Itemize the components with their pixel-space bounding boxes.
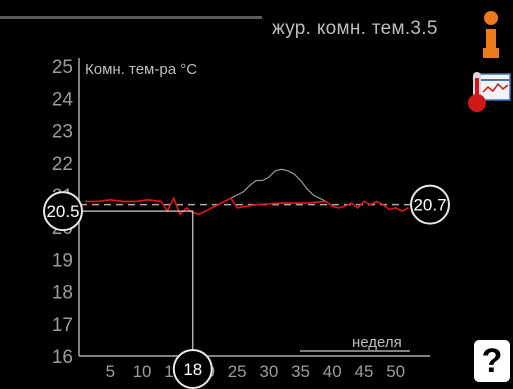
history-line <box>230 168 327 202</box>
measured-line <box>85 196 409 216</box>
cursor-value-marker: 20.5 <box>43 191 83 232</box>
thermometer-chart-icon[interactable] <box>466 70 512 114</box>
svg-text:20.7: 20.7 <box>413 196 446 215</box>
x-axis-ticks: 5101520253035404550 <box>106 362 405 381</box>
x-axis-label: неделя <box>352 334 402 351</box>
x-tick-label: 50 <box>386 362 405 381</box>
x-tick-label: 10 <box>133 362 152 381</box>
header-divider <box>0 16 262 19</box>
x-tick-label: 35 <box>291 362 310 381</box>
x-tick-label: 40 <box>323 362 342 381</box>
svg-text:20.5: 20.5 <box>46 202 79 221</box>
y-tick-label: 23 <box>52 122 73 143</box>
x-tick-label: 5 <box>106 362 115 381</box>
y-tick-label: 25 <box>52 57 73 78</box>
help-icon: ? <box>481 341 503 380</box>
cursor-crosshair <box>80 210 194 360</box>
y-axis-label: Комн. тем-ра °C <box>85 61 197 78</box>
setpoint-marker: 20.7 <box>410 184 450 225</box>
x-tick-label: 25 <box>228 362 247 381</box>
info-icon[interactable] <box>480 10 502 62</box>
x-tick-label: 30 <box>259 362 278 381</box>
y-tick-label: 17 <box>52 315 73 336</box>
svg-text:18: 18 <box>183 360 202 379</box>
y-tick-label: 16 <box>52 347 73 368</box>
page-title: жур. комн. тем.3.5 <box>272 18 438 39</box>
x-tick-label: 45 <box>354 362 373 381</box>
y-tick-label: 24 <box>52 89 74 110</box>
cursor-week-marker[interactable]: 18 <box>172 349 213 389</box>
y-tick-label: 22 <box>52 154 73 175</box>
y-tick-label: 18 <box>52 283 73 304</box>
help-button[interactable]: ? <box>474 340 510 382</box>
y-tick-label: 19 <box>52 250 73 271</box>
